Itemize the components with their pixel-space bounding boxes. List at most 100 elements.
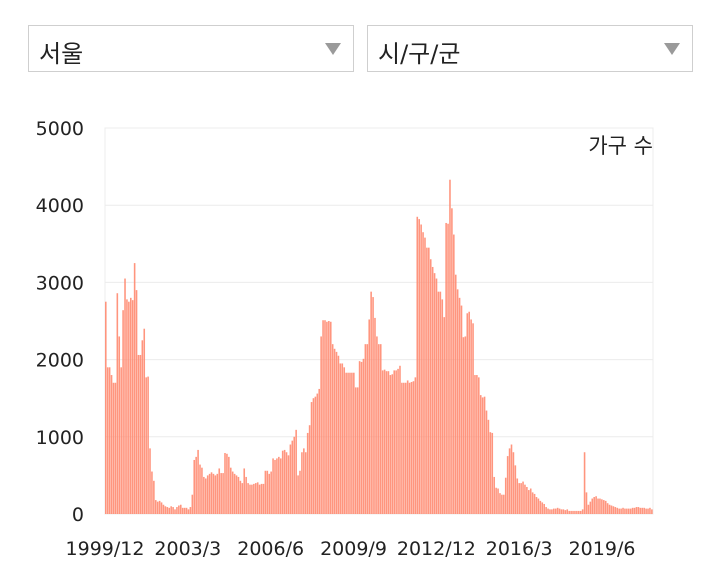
- bar: [201, 467, 203, 514]
- bar: [176, 507, 178, 514]
- bar: [197, 449, 199, 514]
- bar: [599, 498, 601, 514]
- bar: [124, 278, 126, 514]
- bar: [416, 216, 419, 514]
- bar: [320, 336, 322, 514]
- bar: [639, 507, 642, 514]
- bar: [541, 502, 544, 514]
- bar: [589, 501, 592, 514]
- bar: [212, 473, 215, 514]
- bar: [462, 337, 465, 514]
- bar: [562, 509, 565, 514]
- bar: [308, 425, 311, 514]
- bar: [328, 321, 330, 514]
- bar: [401, 382, 403, 514]
- bar: [560, 509, 563, 514]
- bar: [149, 448, 151, 514]
- bar: [551, 509, 553, 514]
- bar: [312, 398, 315, 514]
- y-tick-label: 4000: [36, 195, 84, 217]
- region-select[interactable]: 서울: [28, 25, 354, 72]
- region-select-value: 서울: [39, 40, 84, 68]
- bar: [256, 482, 259, 514]
- bar: [333, 348, 336, 514]
- bar: [576, 510, 578, 514]
- bar: [318, 388, 321, 514]
- bar: [643, 507, 645, 514]
- bar: [120, 367, 122, 514]
- bar: [495, 487, 497, 514]
- bar: [126, 299, 128, 514]
- bar: [156, 501, 159, 514]
- district-select[interactable]: 시/구/군: [367, 25, 693, 72]
- bar: [608, 504, 611, 514]
- bar: [510, 444, 513, 514]
- bar: [620, 508, 622, 514]
- bar: [133, 263, 136, 514]
- bar: [216, 473, 219, 514]
- bar: [493, 476, 495, 514]
- bar: [231, 471, 234, 514]
- bar: [391, 374, 394, 514]
- bar: [503, 494, 505, 514]
- bar: [595, 496, 597, 514]
- bar: [195, 456, 197, 514]
- x-tick-label: 2019/6: [569, 538, 636, 560]
- bar: [249, 484, 251, 514]
- bar: [108, 367, 111, 514]
- bar: [556, 507, 559, 514]
- bar: [539, 500, 542, 514]
- y-axis-ticks: 0 1000 2000 3000 4000 5000: [36, 118, 84, 526]
- bar: [443, 317, 445, 514]
- bar: [379, 344, 382, 514]
- bar: [635, 507, 638, 514]
- bar: [287, 455, 290, 514]
- bar: [528, 490, 530, 514]
- y-tick-label: 3000: [36, 272, 84, 294]
- bar: [281, 450, 284, 514]
- bar: [614, 507, 617, 514]
- bar: [204, 478, 207, 514]
- bar: [418, 219, 420, 514]
- bar: [137, 354, 140, 514]
- bar: [376, 336, 378, 514]
- bar: [531, 492, 534, 514]
- bar: [393, 370, 395, 514]
- bar: [222, 473, 224, 514]
- x-tick-label: 2009/9: [320, 538, 387, 560]
- bar: [128, 301, 130, 514]
- bar: [141, 340, 144, 514]
- bar: [547, 508, 549, 514]
- bar: [491, 432, 494, 514]
- bar: [253, 483, 255, 514]
- bar: [208, 473, 211, 514]
- bar: [545, 507, 547, 514]
- bar: [387, 371, 390, 514]
- bar: [178, 505, 180, 514]
- bar: [603, 500, 605, 514]
- bar: [479, 395, 482, 514]
- bar: [489, 432, 492, 514]
- bar: [626, 508, 628, 514]
- bar: [291, 440, 294, 514]
- bar: [604, 500, 607, 514]
- bar: [610, 505, 613, 514]
- bar: [272, 458, 274, 514]
- bar: [233, 473, 236, 514]
- bar: [449, 179, 451, 514]
- bar: [306, 432, 309, 514]
- bar: [397, 368, 399, 514]
- bar: [526, 486, 528, 514]
- bar: [356, 387, 359, 514]
- bar: [143, 328, 146, 514]
- bar: [408, 382, 411, 514]
- bar: [235, 475, 238, 514]
- bar: [601, 499, 603, 514]
- bar: [276, 458, 278, 514]
- bar: [581, 509, 584, 514]
- bar: [572, 510, 574, 514]
- bar: [322, 320, 324, 514]
- bar: [270, 471, 272, 514]
- bar: [279, 458, 282, 514]
- bar: [629, 508, 632, 514]
